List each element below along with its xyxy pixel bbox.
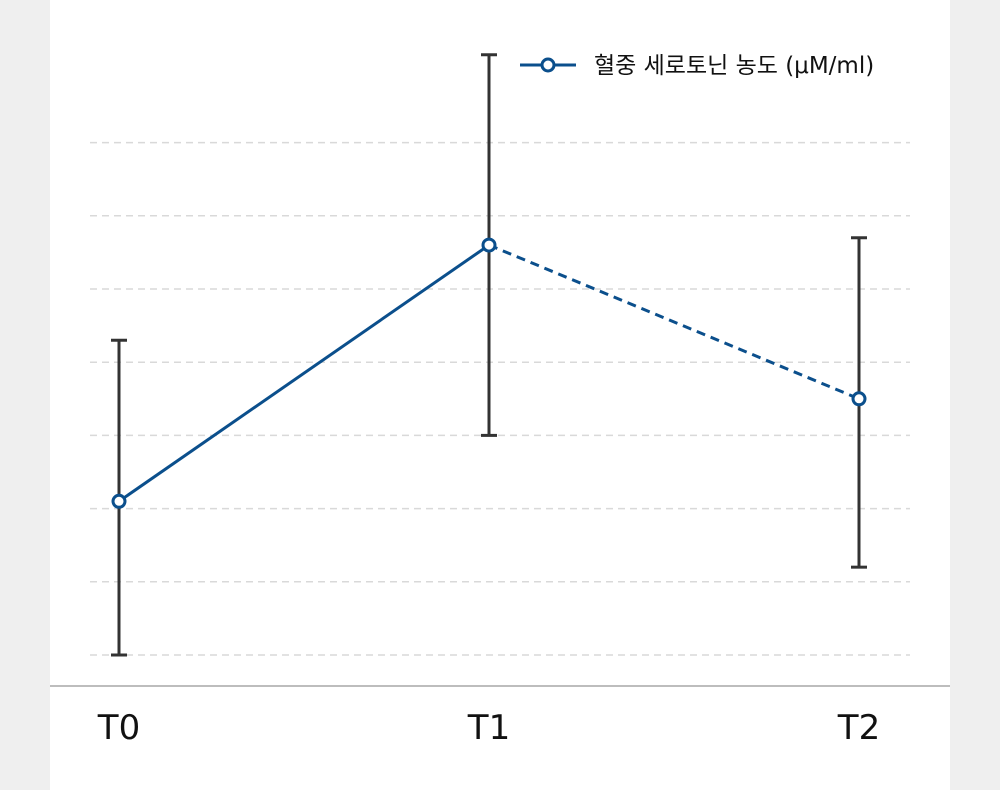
x-tick-labels: T0 T1 T2 — [97, 708, 880, 748]
series-lines — [118, 243, 860, 503]
serotonin-line-chart: T0 T1 T2 혈중 세로토닌 농도 (μM/ml) — [50, 53, 950, 748]
x-tick-label: T1 — [467, 708, 510, 748]
series-line-segment — [488, 243, 860, 401]
chart-panel: T0 T1 T2 혈중 세로토닌 농도 (μM/ml) — [50, 0, 950, 790]
x-tick-label: T2 — [837, 708, 880, 748]
data-point — [481, 237, 497, 253]
data-point — [111, 493, 127, 509]
legend-marker-swatch — [540, 57, 556, 73]
series-line-segment — [118, 243, 490, 503]
x-tick-label: T0 — [97, 708, 140, 748]
data-point — [851, 391, 867, 407]
legend: 혈중 세로토닌 농도 (μM/ml) — [520, 53, 874, 79]
legend-label: 혈중 세로토닌 농도 (μM/ml) — [594, 53, 874, 79]
grid-lines — [90, 141, 910, 656]
series-points — [111, 237, 867, 509]
